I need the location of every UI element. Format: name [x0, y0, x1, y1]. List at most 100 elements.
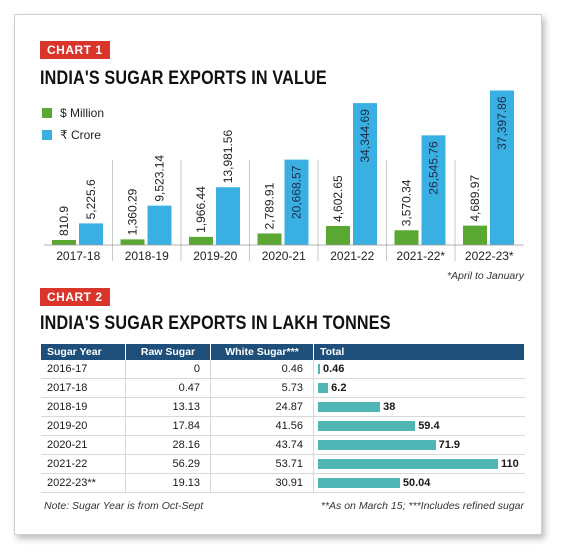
cell-year: 2017-18	[41, 378, 126, 398]
cell-total: 38	[313, 397, 525, 417]
cell-raw-sugar: 0	[125, 360, 211, 379]
header-raw-sugar: Raw Sugar	[125, 344, 211, 360]
total-value: 59.4	[418, 420, 440, 433]
cell-year: 2020-21	[41, 435, 126, 455]
total-bar	[318, 440, 436, 451]
total-value: 0.46	[323, 363, 345, 376]
cell-year: 2022-23**	[41, 473, 126, 493]
data-label-inr: 37,397.86	[495, 96, 509, 150]
legend-label-inr: ₹ Crore	[60, 128, 101, 142]
bar-usd	[120, 239, 145, 245]
data-label-usd: 1,360.29	[126, 188, 140, 235]
data-label-inr: 13,981.56	[221, 130, 235, 184]
cell-year: 2021-22	[41, 454, 126, 474]
data-label-usd: 4,602.65	[331, 175, 345, 222]
total-bar	[318, 402, 381, 413]
bar-usd	[394, 230, 419, 245]
cell-white-sugar: 53.71	[210, 454, 314, 474]
bar-inr	[216, 187, 240, 245]
table-row: 2018-19 13.13 24.87 38	[41, 397, 525, 417]
chart2-tag: CHART 2	[40, 288, 110, 306]
total-bar	[318, 459, 498, 470]
cell-total: 59.4	[313, 416, 525, 436]
cell-total: 50.04	[313, 473, 525, 493]
cell-total: 0.46	[313, 360, 525, 379]
cell-raw-sugar: 19.13	[125, 473, 211, 493]
total-value: 71.9	[438, 439, 461, 452]
table-row: 2021-22 56.29 53.71 110	[41, 454, 525, 474]
cell-year: 2018-19	[41, 397, 126, 417]
bar-inr	[353, 103, 377, 245]
legend-swatch-inr	[42, 130, 52, 140]
bar-inr	[147, 205, 172, 245]
cell-white-sugar: 43.74	[210, 435, 314, 455]
header-white-sugar: White Sugar***	[210, 344, 314, 360]
cell-year: 2016-17	[41, 360, 126, 379]
data-label-usd: 3,570.34	[400, 179, 414, 226]
cell-raw-sugar: 17.84	[125, 416, 211, 436]
bar-inr	[490, 90, 514, 245]
cell-raw-sugar: 56.29	[125, 454, 211, 474]
x-tick-label: 2021-22	[330, 249, 374, 263]
cell-white-sugar: 5.73	[210, 378, 314, 398]
data-label-usd: 2,789.91	[263, 182, 277, 229]
chart1-tag: CHART 1	[40, 41, 110, 59]
total-value: 110	[501, 458, 519, 471]
total-bar	[318, 421, 416, 432]
cell-total: 110	[313, 454, 525, 474]
table-row: 2016-17 0 0.46 0.46	[41, 360, 525, 379]
exports-table: Sugar Year Raw Sugar White Sugar*** Tota…	[41, 344, 525, 493]
total-value: 38	[383, 401, 396, 414]
bar-inr	[284, 159, 309, 245]
cell-year: 2019-20	[41, 416, 126, 436]
cell-raw-sugar: 0.47	[125, 378, 211, 398]
chart2-note-left: Note: Sugar Year is from Oct-Sept	[44, 500, 204, 512]
header-total: Total	[313, 344, 525, 360]
data-label-inr: 34,344.69	[358, 109, 372, 163]
bar-inr	[421, 135, 446, 245]
data-label-usd: 1,966.44	[194, 186, 208, 233]
bar-usd	[189, 236, 213, 245]
table-row: 2022-23** 19.13 30.91 50.04	[41, 473, 525, 493]
legend-item-usd: $ Million	[42, 102, 104, 124]
chart2-note-right: **As on March 15; ***Includes refined su…	[320, 500, 524, 512]
x-tick-label: 2022-23*	[465, 249, 514, 263]
data-label-inr: 26,545.76	[427, 141, 441, 195]
chart1-footnote: *April to January	[446, 270, 524, 282]
table-row: 2017-18 0.47 5.73 6.2	[41, 378, 525, 398]
chart1-title: INDIA'S SUGAR EXPORTS IN VALUE	[40, 68, 327, 89]
data-label-inr: 5,225.6	[84, 179, 98, 219]
bar-usd	[326, 225, 350, 245]
cell-white-sugar: 30.91	[210, 473, 314, 493]
table-row: 2019-20 17.84 41.56 59.4	[41, 416, 525, 436]
cell-total: 6.2	[313, 378, 525, 398]
bar-usd	[257, 233, 282, 245]
legend-item-inr: ₹ Crore	[42, 124, 104, 146]
total-bar	[318, 364, 320, 375]
total-bar	[318, 383, 329, 394]
bar-usd	[52, 240, 76, 245]
cell-raw-sugar: 28.16	[125, 435, 211, 455]
x-tick-label: 2017-18	[56, 249, 100, 263]
table-row: 2020-21 28.16 43.74 71.9	[41, 435, 525, 455]
bar-inr	[79, 223, 103, 245]
data-label-usd: 810.9	[57, 206, 71, 236]
data-label-inr: 9,523.14	[153, 155, 167, 202]
legend-label-usd: $ Million	[60, 106, 105, 120]
legend-swatch-usd	[42, 108, 52, 118]
table-header-row: Sugar Year Raw Sugar White Sugar*** Tota…	[41, 344, 525, 360]
cell-raw-sugar: 13.13	[125, 397, 211, 417]
x-tick-label: 2018-19	[125, 249, 169, 263]
header-sugar-year: Sugar Year	[41, 344, 126, 360]
cell-white-sugar: 41.56	[210, 416, 314, 436]
data-label-usd: 4,689.97	[468, 175, 482, 222]
chart1-plot: 810.9 5,225.6 2017-18 1,360.29 9,523.14 2018-…	[44, 90, 524, 263]
total-value: 50.04	[402, 477, 431, 490]
chart2-title: INDIA'S SUGAR EXPORTS IN LAKH TONNES	[40, 313, 391, 334]
cell-white-sugar: 0.46	[210, 360, 314, 379]
total-bar	[318, 478, 400, 489]
bar-usd	[463, 225, 487, 245]
cell-total: 71.9	[313, 435, 525, 455]
x-tick-label: 2020-21	[262, 249, 306, 263]
cell-white-sugar: 24.87	[210, 397, 314, 417]
